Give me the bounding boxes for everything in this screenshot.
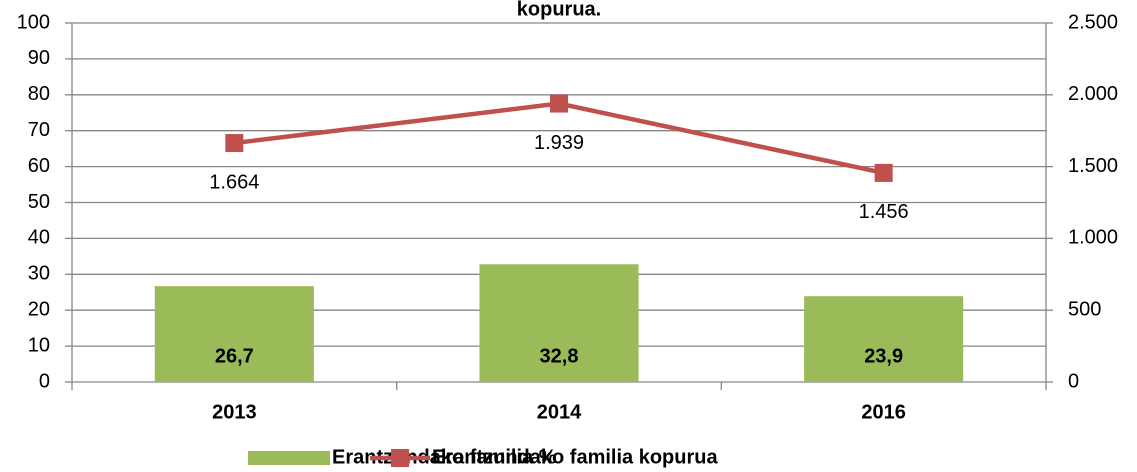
bar xyxy=(479,264,639,382)
bar-label: 32,8 xyxy=(540,345,579,367)
legend-label: Erantzundako familia kopurua xyxy=(432,446,718,468)
y2-tick-label: 0 xyxy=(1068,370,1079,392)
y-tick-label: 90 xyxy=(28,47,50,69)
y-tick-label: 70 xyxy=(28,119,50,141)
chart-title: kopurua. xyxy=(517,0,601,20)
line-label: 1.664 xyxy=(209,171,259,193)
marker xyxy=(550,94,568,113)
y-tick-label: 0 xyxy=(39,370,50,392)
marker xyxy=(874,163,893,182)
legend-marker xyxy=(391,449,409,467)
y-tick-label: 30 xyxy=(28,263,50,285)
y-tick-label: 10 xyxy=(28,334,50,356)
y-tick-label: 80 xyxy=(28,83,50,105)
y-tick-label: 60 xyxy=(28,155,50,177)
y2-tick-label: 2.500 xyxy=(1068,11,1118,33)
bar-label: 26,7 xyxy=(215,345,254,367)
marker xyxy=(225,134,244,153)
y-tick-label: 20 xyxy=(28,298,50,320)
y2-tick-label: 1.000 xyxy=(1068,227,1118,249)
legend-label: Erantzundako familia % xyxy=(332,446,557,468)
x-tick-label: 2014 xyxy=(537,401,582,423)
bar xyxy=(154,286,314,382)
y-tick-label: 50 xyxy=(28,191,50,213)
line-label: 1.939 xyxy=(534,132,584,154)
x-tick-label: 2016 xyxy=(861,401,906,423)
bar xyxy=(804,296,964,382)
y2-tick-label: 500 xyxy=(1068,298,1101,320)
y2-tick-label: 1.500 xyxy=(1068,155,1118,177)
y-tick-label: 40 xyxy=(28,227,50,249)
x-tick-label: 2013 xyxy=(212,401,257,423)
bar-label: 23,9 xyxy=(864,345,903,367)
legend-swatch xyxy=(248,451,330,465)
y2-tick-label: 2.000 xyxy=(1068,83,1118,105)
y-tick-label: 100 xyxy=(17,11,50,33)
line-label: 1.456 xyxy=(859,201,909,223)
